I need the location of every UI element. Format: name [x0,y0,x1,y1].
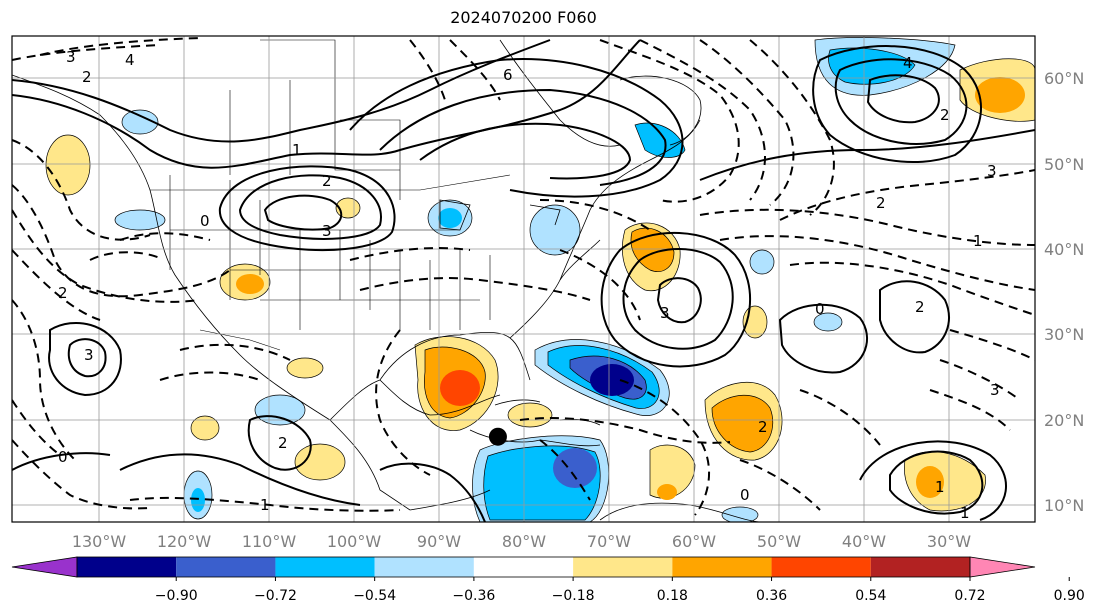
contour-label: 1 [935,478,945,496]
colorbar-segment [77,557,177,577]
latitude-labels: 60°N 50°N 40°N 30°N 20°N 10°N [1044,69,1084,515]
contour-label: 3 [66,48,76,66]
contour-label: 2 [758,418,768,436]
storm-center-marker [488,427,507,446]
colorbar-tick-label: 0.36 [756,588,787,604]
lon-label: 120°W [157,532,212,551]
colorbar-tick-label: 0.54 [855,588,886,604]
colorbar-tick-label: −0.36 [452,588,495,604]
contour-label: 0 [58,448,68,466]
contour-label: 3 [987,162,997,180]
shaded-anomalies [45,37,1035,522]
lon-label: 110°W [242,532,297,551]
contour-label: 1 [292,141,302,159]
colorbar-segment [672,557,772,577]
lon-label: 40°W [842,532,886,551]
colorbar-segment [275,557,375,577]
lon-label: 80°W [502,532,546,551]
contour-label: 2 [278,434,288,452]
contour-label: 1 [973,232,983,250]
political-borders [150,39,511,351]
contour-label: 4 [125,51,135,69]
contour-label: 3 [660,304,670,322]
lat-label: 60°N [1044,69,1084,88]
contour-label: 1 [960,504,970,522]
graticule [12,36,1035,522]
lat-label: 10°N [1044,496,1084,515]
colorbar-tick-label: −0.72 [254,588,297,604]
colorbar-tick-label: 0.72 [954,588,985,604]
contour-label: 0 [815,300,825,318]
lon-label: 130°W [72,532,127,551]
solid-contours [12,39,1035,522]
contour-label: 1 [260,496,270,514]
colorbar-segment [573,557,673,577]
colorbar [11,556,1070,581]
colorbar-segment [473,557,574,577]
lat-label: 30°N [1044,325,1084,344]
dashed-contours [12,37,1035,516]
contour-label: 2 [915,298,925,316]
contour-label: 3 [84,346,94,364]
contour-label: 2 [322,172,332,190]
colorbar-segment [771,557,871,577]
colorbar-extend-max [969,556,1036,578]
lon-label: 90°W [417,532,461,551]
contour-label: 3 [990,381,1000,399]
contour-label: 2 [940,106,950,124]
contour-label: 2 [82,68,92,86]
colorbar-segment [374,557,474,577]
lon-label: 50°W [757,532,801,551]
contour-label: 3 [322,222,332,240]
longitude-labels: 130°W 120°W 110°W 100°W 90°W 80°W 70°W 6… [72,532,971,551]
colorbar-segment [870,557,970,577]
map-frame [11,35,1036,523]
contour-labels: 3 2 1 0 4 6 2 3 4 2 1 3 2 2 3 0 1 0 2 3 … [58,48,1000,522]
lon-label: 60°W [672,532,716,551]
colorbar-tick-label: −0.90 [155,588,198,604]
colorbar-segment [176,557,276,577]
contour-label: 6 [503,66,513,84]
contour-label: 0 [740,486,750,504]
colorbar-tick-labels: −0.90 −0.72 −0.54 −0.36 −0.18 0.18 0.36 … [155,588,1085,604]
lon-label: 70°W [587,532,631,551]
colorbar-tick-label: −0.54 [353,588,396,604]
colorbar-tick-label: 0.90 [1054,588,1085,604]
lon-label: 100°W [327,532,382,551]
map-field-layer: 3 2 1 0 4 6 2 3 4 2 1 3 2 2 3 0 1 0 2 3 … [12,36,1035,522]
colorbar-tick-label: −0.18 [552,588,595,604]
contour-label: 2 [876,194,886,212]
coastlines [12,39,761,522]
colorbar-extend-min [11,556,78,578]
colorbar-frame [76,556,971,578]
contour-label: 2 [58,284,68,302]
map-title: 2024070200 F060 [450,8,597,27]
contour-label: 0 [200,212,210,230]
colorbar-tick-label: 0.18 [657,588,688,604]
lat-label: 40°N [1044,240,1084,259]
lat-label: 50°N [1044,155,1084,174]
contour-label: 4 [903,54,913,72]
lon-label: 30°W [927,532,971,551]
lat-label: 20°N [1044,411,1084,430]
